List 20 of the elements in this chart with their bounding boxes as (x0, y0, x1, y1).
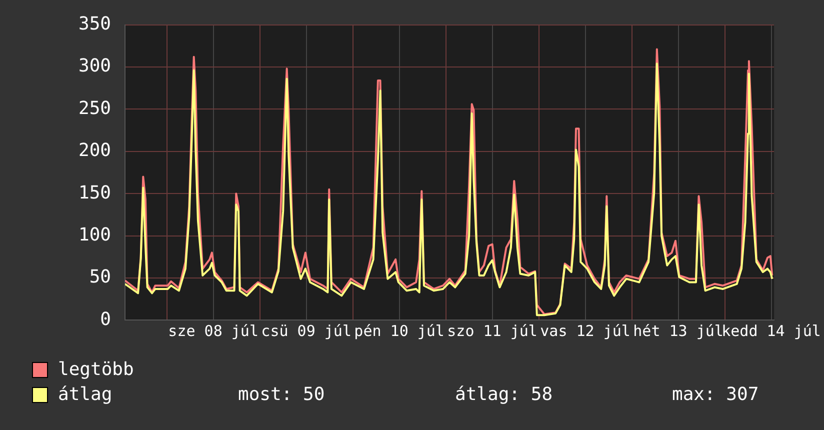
x-tick-label: kedd 14 júl (722, 322, 821, 340)
text: max: 307 (672, 384, 759, 405)
y-tick-label: 150 (78, 182, 111, 204)
text: most: 50 (238, 384, 326, 405)
legend-label: legtöbb (58, 359, 135, 380)
x-tick-label: hét 13 júl (633, 322, 724, 340)
y-tick-label: 300 (78, 56, 111, 77)
y-tick-label: 0 (100, 308, 111, 330)
x-tick-label: vas 12 júl (540, 322, 630, 340)
y-tick-label: 200 (78, 140, 111, 162)
legend-label: átlag (58, 384, 114, 405)
x-tick-label: csü 09 júl (261, 322, 352, 340)
text: átlag: 58 (455, 384, 554, 405)
x-tick-label: pén 10 júl (354, 322, 444, 340)
x-tick-label: sze 08 júl (168, 322, 258, 340)
y-tick-label: 100 (78, 224, 111, 246)
y-tick-label: 350 (78, 13, 111, 34)
y-tick-label: 50 (89, 266, 111, 288)
y-tick-label: 250 (78, 98, 111, 119)
x-tick-label: szo 11 júl (447, 322, 538, 340)
